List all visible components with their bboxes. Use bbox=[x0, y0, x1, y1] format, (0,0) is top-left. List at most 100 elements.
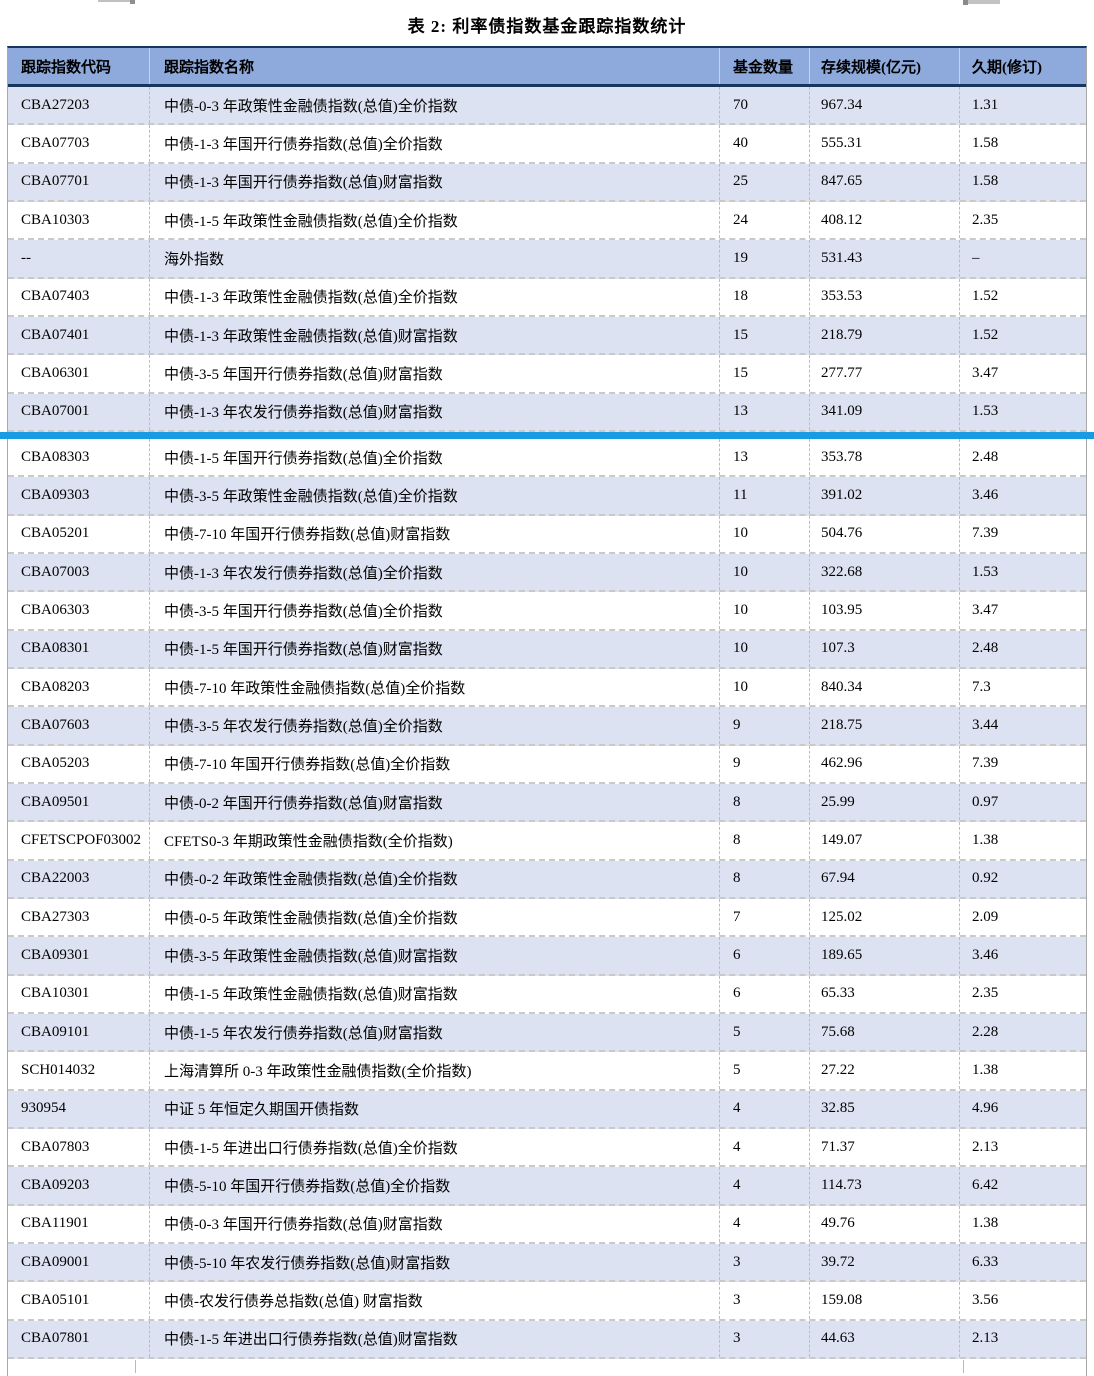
cell-name: 中债-3-5 年国开行债券指数(总值)财富指数 bbox=[149, 355, 719, 392]
table-row: CBA09203 中债-5-10 年国开行债券指数(总值)全价指数 4 114.73 6… bbox=[8, 1167, 1086, 1206]
cell-name: 中债-1-5 年政策性金融债指数(总值)全价指数 bbox=[149, 201, 719, 239]
cell-duration: 1.58 bbox=[959, 125, 1086, 162]
table-row: CFETSCPOF03002 CFETS0-3 年期政策性金融债指数(全价指数) 8… bbox=[8, 822, 1086, 861]
cell-scale: 125.02 bbox=[809, 898, 959, 936]
table-row: CBA07403 中债-1-3 年政策性金融债指数(总值)全价指数 18 353.53… bbox=[8, 278, 1086, 317]
table-row: CBA08203 中债-7-10 年政策性金融债指数(总值)全价指数 10 840.3… bbox=[8, 668, 1086, 708]
cell-code: CFETSCPOF03002 bbox=[21, 831, 142, 848]
table-row: CBA08301 中债-1-5 年国开行债券指数(总值)财富指数 10 107.3 2.… bbox=[8, 630, 1086, 669]
cell-duration: 3.56 bbox=[959, 1282, 1086, 1319]
cell-name: 中债-0-3 年政策性金融债指数(总值)全价指数 bbox=[149, 87, 719, 124]
cell-duration: 7.3 bbox=[959, 668, 1086, 706]
cell-count: 11 bbox=[719, 477, 809, 514]
cell-scale: 218.79 bbox=[809, 316, 959, 354]
table-row: CBA07003 中债-1-3 年农发行债券指数(总值)全价指数 10 322.68 1… bbox=[8, 553, 1086, 593]
cell-count: 4 bbox=[719, 1205, 809, 1242]
table-row: CBA05201 中债-7-10 年国开行债券指数(总值)财富指数 10 504.76… bbox=[8, 515, 1086, 554]
cell-scale: 341.09 bbox=[809, 393, 959, 430]
cell-duration: 2.09 bbox=[959, 898, 1086, 936]
cell-code: CBA05201 bbox=[21, 525, 90, 542]
table-row: CBA06301 中债-3-5 年国开行债券指数(总值)财富指数 15 277.77 3… bbox=[8, 355, 1086, 394]
cell-duration: 3.46 bbox=[959, 937, 1086, 974]
cell-name: 中债-1-3 年政策性金融债指数(总值)全价指数 bbox=[149, 278, 719, 315]
cell-count: 10 bbox=[719, 553, 809, 591]
cell-count: 3 bbox=[719, 1320, 809, 1357]
table-row: -- 海外指数 19 531.43– bbox=[8, 240, 1086, 279]
column-header-duration: 久期(修订) bbox=[959, 48, 1086, 84]
cell-code: CBA07703 bbox=[21, 134, 90, 151]
cell-scale: 71.37 bbox=[809, 1128, 959, 1166]
cell-code: CBA09301 bbox=[21, 946, 90, 963]
cell-code: SCH014032 bbox=[21, 1061, 96, 1078]
cell-name: 中债-7-10 年国开行债券指数(总值)财富指数 bbox=[149, 515, 719, 552]
cell-code: CBA10301 bbox=[21, 985, 90, 1002]
cell-code: 930954 bbox=[21, 1100, 66, 1117]
cell-duration: 6.33 bbox=[959, 1243, 1086, 1281]
table-row: CBA09101 中债-1-5 年农发行债券指数(总值)财富指数 5 75.68 2.2… bbox=[8, 1013, 1086, 1053]
cell-scale: 159.08 bbox=[809, 1282, 959, 1319]
cell-duration: 3.47 bbox=[959, 355, 1086, 392]
table-row: CBA11901 中债-0-3 年国开行债券指数(总值)财富指数 4 49.76 1.3… bbox=[8, 1205, 1086, 1244]
cell-count: 10 bbox=[719, 592, 809, 629]
column-header-code: 跟踪指数代码 bbox=[21, 59, 112, 76]
partial-column-divider bbox=[963, 1359, 964, 1373]
cell-count: 6 bbox=[719, 975, 809, 1012]
cell-code: CBA08301 bbox=[21, 640, 90, 657]
cell-name: 中债-1-3 年国开行债券指数(总值)财富指数 bbox=[149, 163, 719, 200]
cell-name: 海外指数 bbox=[149, 240, 719, 277]
cell-scale: 103.95 bbox=[809, 592, 959, 629]
cell-scale: 353.53 bbox=[809, 278, 959, 315]
cell-code: CBA11901 bbox=[21, 1215, 89, 1232]
cell-scale: 65.33 bbox=[809, 975, 959, 1012]
cell-name: 中债-1-5 年进出口行债券指数(总值)全价指数 bbox=[149, 1128, 719, 1166]
cell-duration: 0.97 bbox=[959, 783, 1086, 821]
cell-code: CBA06301 bbox=[21, 364, 90, 381]
cell-count: 25 bbox=[719, 163, 809, 200]
cell-name: 中债-1-3 年国开行债券指数(总值)全价指数 bbox=[149, 125, 719, 162]
cell-scale: 75.68 bbox=[809, 1013, 959, 1051]
cell-code: CBA07603 bbox=[21, 716, 90, 733]
cell-name: 中债-0-2 年国开行债券指数(总值)财富指数 bbox=[149, 783, 719, 821]
table-header-row: 跟踪指数代码 跟踪指数名称 基金数量 存续规模(亿元) 久期(修订) bbox=[8, 48, 1086, 87]
cell-count: 15 bbox=[719, 355, 809, 392]
cell-count: 10 bbox=[719, 630, 809, 667]
cell-code: CBA27203 bbox=[21, 96, 90, 113]
cell-scale: 847.65 bbox=[809, 163, 959, 200]
cell-name: 中债-0-3 年国开行债券指数(总值)财富指数 bbox=[149, 1205, 719, 1242]
table-body: CBA27203 中债-0-3 年政策性金融债指数(总值)全价指数 70 967.34… bbox=[0, 87, 1094, 1359]
cell-scale: 462.96 bbox=[809, 745, 959, 782]
cell-duration: 1.31 bbox=[959, 87, 1086, 124]
cell-scale: 39.72 bbox=[809, 1243, 959, 1281]
cell-scale: 504.76 bbox=[809, 515, 959, 552]
cell-scale: 44.63 bbox=[809, 1320, 959, 1357]
cell-count: 3 bbox=[719, 1282, 809, 1319]
cell-code: CBA07001 bbox=[21, 403, 90, 420]
cell-name: 中债-1-5 年进出口行债券指数(总值)财富指数 bbox=[149, 1320, 719, 1357]
cell-code: CBA06303 bbox=[21, 601, 90, 618]
table-row: CBA22003 中债-0-2 年政策性金融债指数(总值)全价指数 8 67.94 0.… bbox=[8, 860, 1086, 899]
cell-count: 3 bbox=[719, 1243, 809, 1281]
cell-count: 15 bbox=[719, 316, 809, 354]
table-row: CBA07401 中债-1-3 年政策性金融债指数(总值)财富指数 15 218.79… bbox=[8, 316, 1086, 356]
cell-count: 9 bbox=[719, 707, 809, 744]
cell-count: 6 bbox=[719, 937, 809, 974]
cell-duration: 6.42 bbox=[959, 1167, 1086, 1204]
cell-count: 8 bbox=[719, 783, 809, 821]
column-header-name: 跟踪指数名称 bbox=[149, 48, 719, 84]
cell-count: 4 bbox=[719, 1167, 809, 1204]
cell-duration: 1.53 bbox=[959, 553, 1086, 591]
cell-count: 24 bbox=[719, 201, 809, 239]
cell-duration: 1.38 bbox=[959, 1205, 1086, 1242]
cell-code: CBA05203 bbox=[21, 755, 90, 772]
cell-name: 中债-3-5 年政策性金融债指数(总值)全价指数 bbox=[149, 477, 719, 514]
cell-name: CFETS0-3 年期政策性金融债指数(全价指数) bbox=[149, 822, 719, 859]
partial-next-row bbox=[8, 1358, 1086, 1373]
table-row: SCH014032 上海清算所 0-3 年政策性金融债指数(全价指数) 5 27.22… bbox=[8, 1052, 1086, 1091]
cell-code: CBA07803 bbox=[21, 1138, 90, 1155]
cell-code: CBA09203 bbox=[21, 1176, 90, 1193]
cell-scale: 322.68 bbox=[809, 553, 959, 591]
table-row: CBA09501 中债-0-2 年国开行债券指数(总值)财富指数 8 25.99 0.9… bbox=[8, 783, 1086, 823]
cell-scale: 32.85 bbox=[809, 1090, 959, 1127]
cell-duration: 1.52 bbox=[959, 278, 1086, 315]
partial-column-divider bbox=[135, 1359, 136, 1373]
